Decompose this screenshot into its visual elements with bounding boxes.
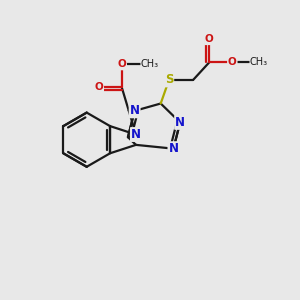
Text: O: O <box>117 59 126 70</box>
Text: N: N <box>131 128 141 141</box>
Text: CH₃: CH₃ <box>250 57 268 67</box>
Text: CH₃: CH₃ <box>141 59 159 70</box>
Text: S: S <box>165 74 173 86</box>
Text: O: O <box>94 82 103 92</box>
Text: N: N <box>175 116 185 129</box>
Text: N: N <box>168 142 178 155</box>
Text: O: O <box>228 57 237 67</box>
Text: N: N <box>130 104 140 117</box>
Text: O: O <box>205 34 214 44</box>
